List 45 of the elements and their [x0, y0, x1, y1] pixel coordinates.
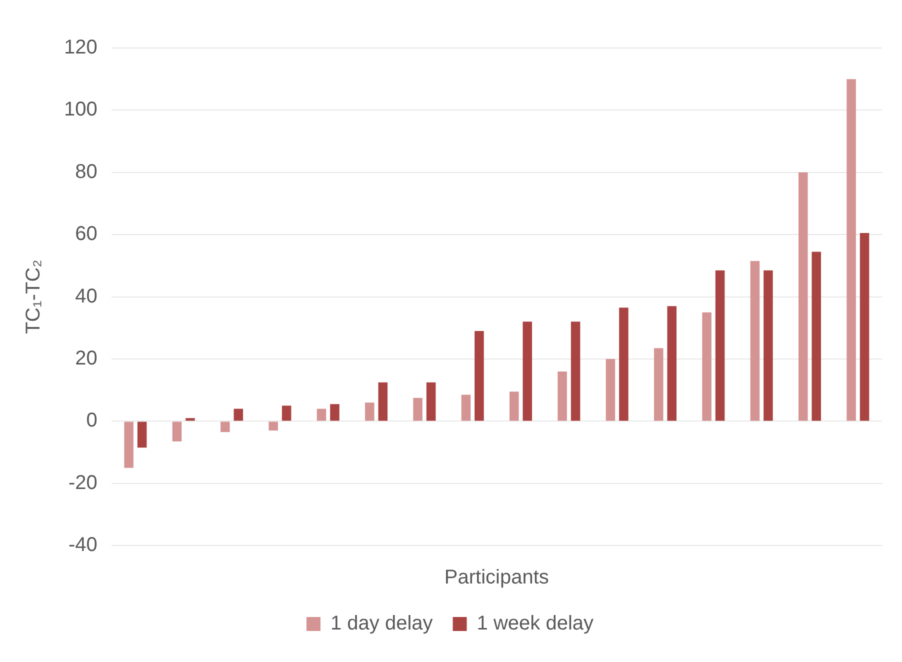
- bar: [522, 322, 532, 421]
- bar: [606, 359, 616, 421]
- bar: [846, 79, 856, 421]
- bar: [172, 422, 182, 442]
- y-tick-label: 0: [86, 410, 98, 432]
- y-tick-label: 20: [75, 348, 98, 370]
- bar: [234, 408, 244, 421]
- y-tick-label: 40: [75, 285, 98, 308]
- bar: [316, 408, 326, 421]
- y-tick-label: -40: [68, 534, 98, 556]
- y-tick-label: 120: [64, 36, 98, 59]
- bar: [558, 371, 567, 421]
- bar: [715, 270, 725, 421]
- bar: [282, 406, 292, 421]
- bar: [860, 233, 870, 421]
- y-tick-label: -20: [68, 472, 98, 494]
- y-tick-label: 60: [75, 223, 98, 246]
- bar: [570, 322, 580, 421]
- bar: [426, 382, 436, 421]
- bar: [667, 306, 677, 421]
- bar: [413, 398, 422, 421]
- bar: [365, 402, 374, 421]
- bar: [812, 252, 822, 421]
- bar: [378, 382, 388, 421]
- legend-label: 1 week delay: [476, 612, 594, 635]
- bar: [654, 348, 664, 421]
- bar: [619, 308, 628, 421]
- legend-label: 1 day delay: [330, 612, 433, 635]
- bar: [137, 422, 147, 448]
- bar: [474, 331, 484, 421]
- bar: [798, 172, 808, 421]
- bar: [186, 418, 195, 421]
- y-tick-label: 100: [64, 98, 98, 121]
- bar: [702, 312, 712, 421]
- y-tick-label: 80: [75, 160, 98, 183]
- bar: [510, 392, 519, 421]
- bar: [764, 270, 773, 421]
- bar: [461, 394, 471, 421]
- y-axis-title: TC₁-TC₂: [22, 260, 45, 334]
- bar: [750, 261, 760, 421]
- bar: [330, 404, 340, 421]
- bar: [220, 422, 230, 432]
- x-axis-title: Participants: [444, 566, 549, 589]
- bar: [124, 422, 134, 468]
- bar: [268, 422, 278, 431]
